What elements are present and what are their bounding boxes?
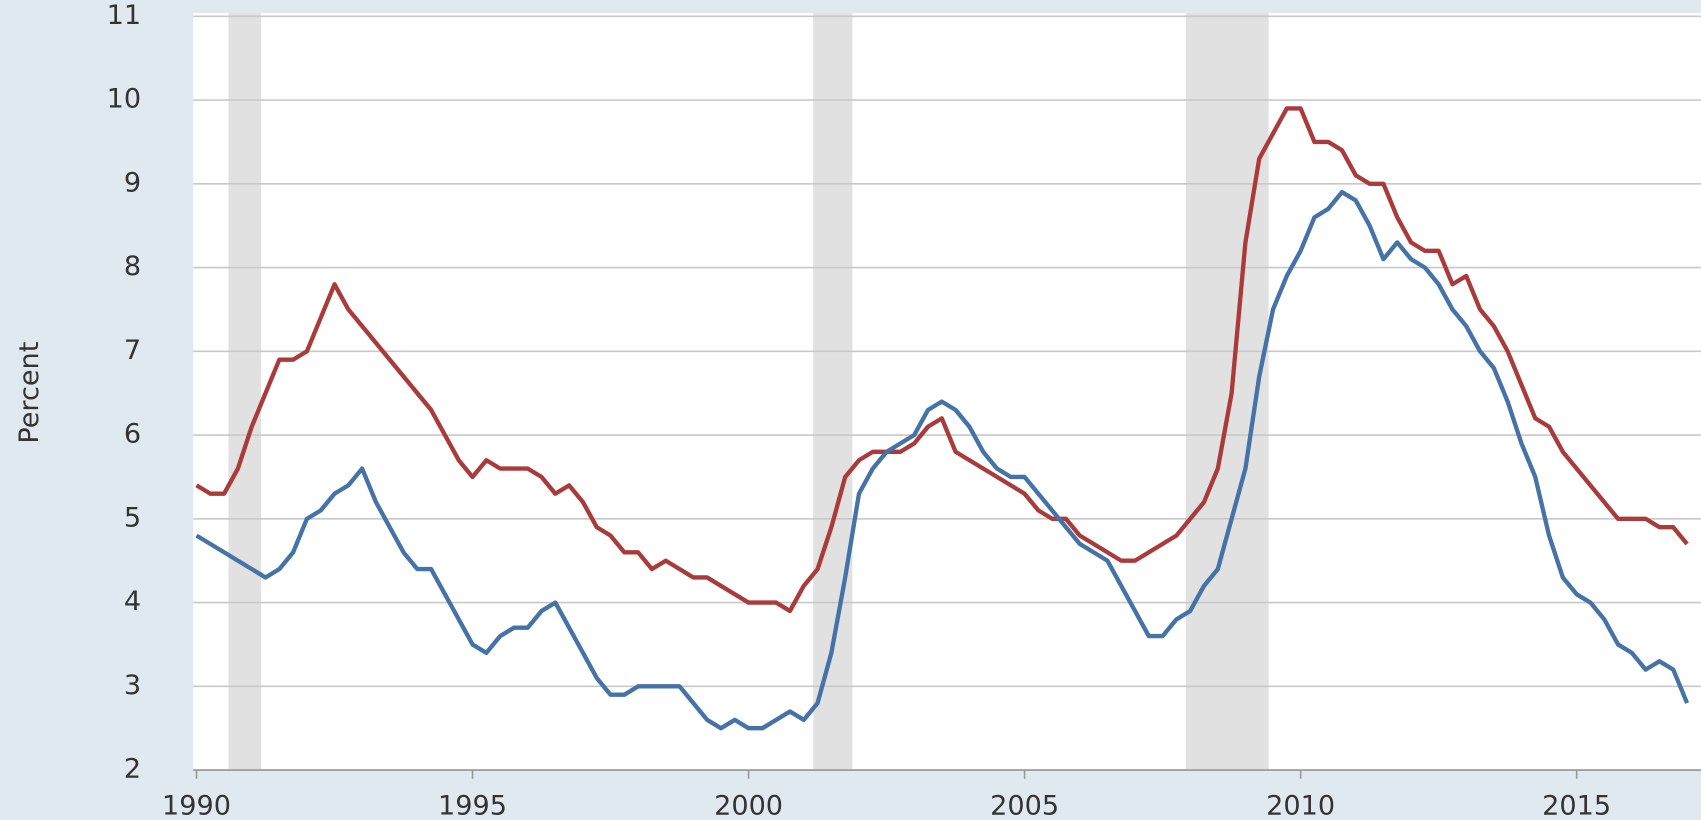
y-axis-label: Percent — [14, 342, 45, 444]
y-tick-label: 4 — [124, 586, 141, 617]
x-tick-label: 2000 — [714, 790, 783, 820]
y-tick-label: 2 — [124, 754, 141, 785]
x-tick-label: 1990 — [162, 790, 231, 820]
plot-area — [193, 13, 1701, 771]
y-tick-label: 7 — [124, 335, 141, 366]
y-tick-label: 5 — [124, 502, 141, 533]
y-tick-label: 10 — [107, 84, 142, 115]
recession-band — [813, 13, 853, 771]
series-line — [195, 106, 1689, 614]
x-tick-label: 1995 — [438, 790, 507, 820]
series-line — [195, 189, 1690, 731]
y-tick-label: 11 — [107, 0, 142, 31]
x-tick-label: 2010 — [1266, 790, 1335, 820]
y-tick-label: 9 — [124, 167, 141, 198]
y-tick-label: 8 — [124, 251, 141, 282]
y-tick-label: 3 — [124, 670, 141, 701]
y-tick-label: 6 — [124, 419, 141, 450]
recession-band — [228, 13, 262, 771]
x-tick-label: 2015 — [1542, 790, 1611, 820]
x-tick-label: 2005 — [990, 790, 1059, 820]
